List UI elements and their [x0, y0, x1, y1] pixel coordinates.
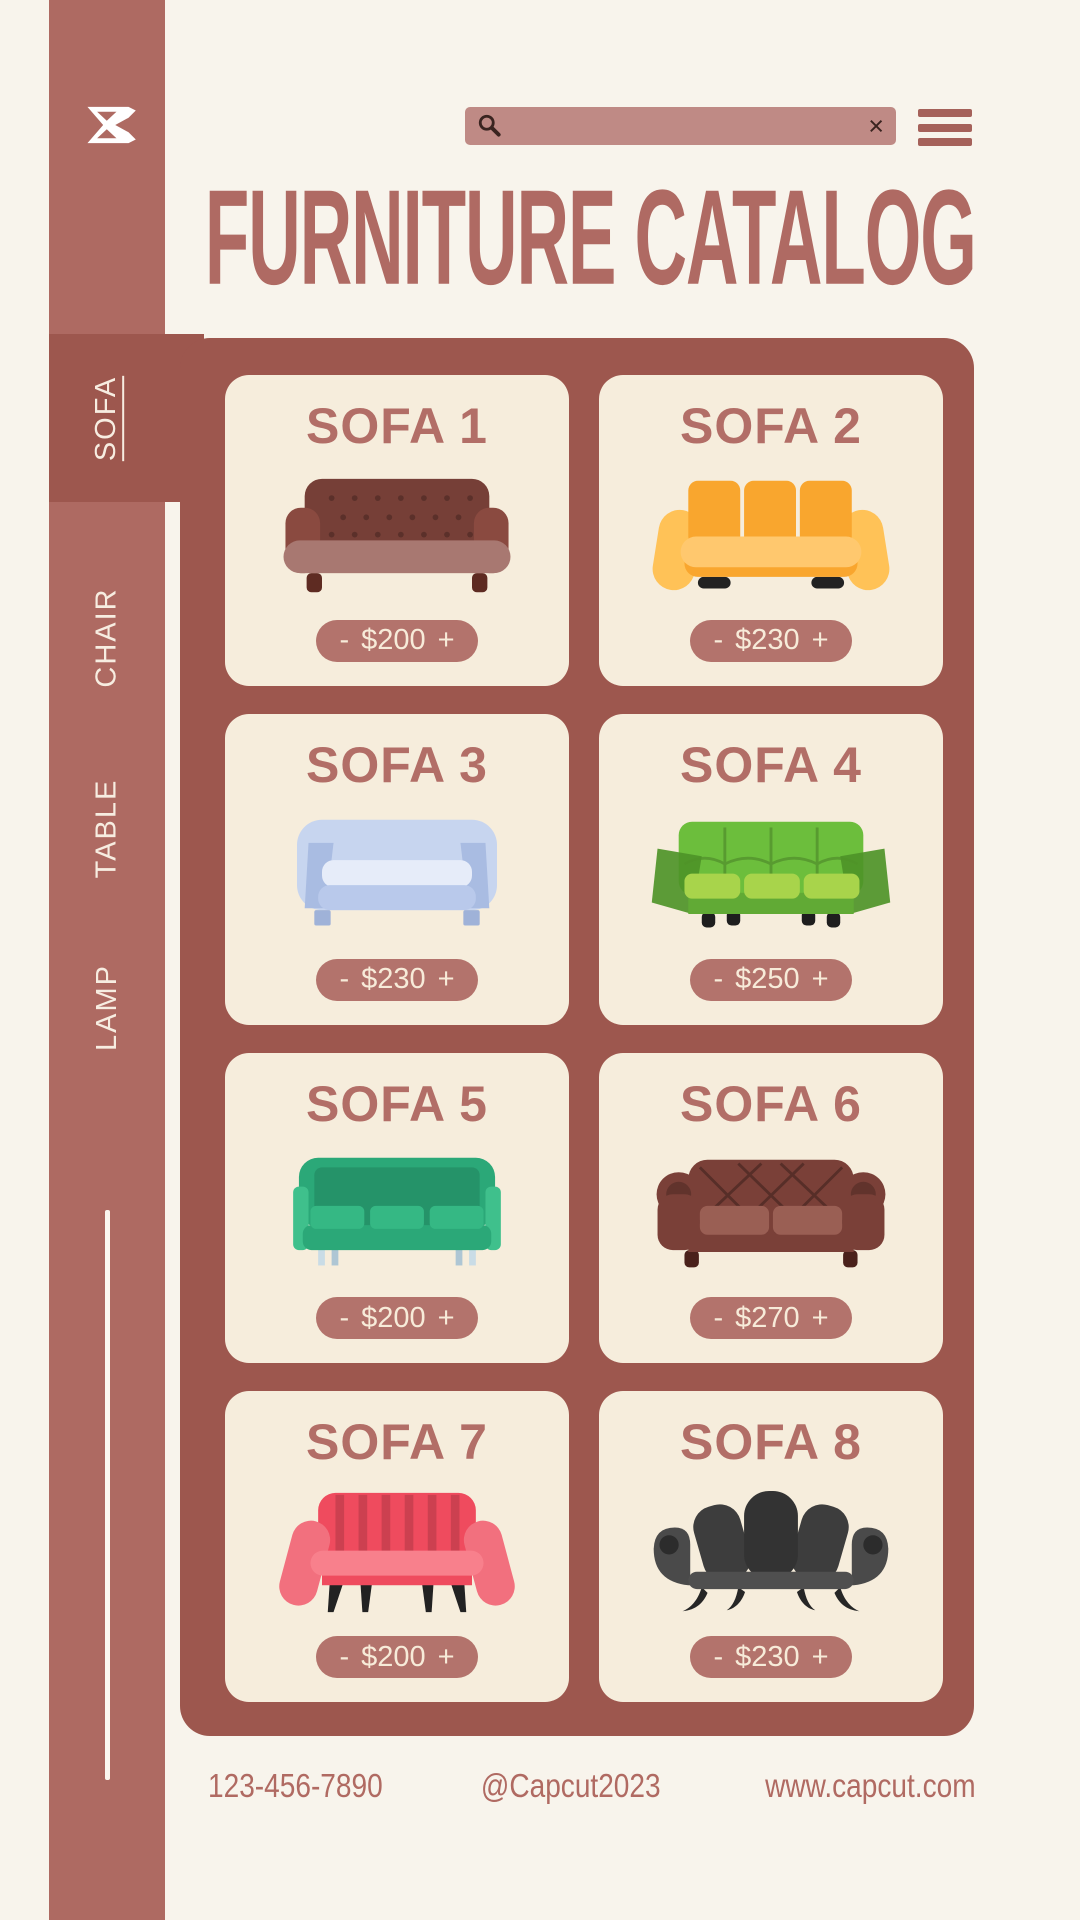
- capcut-logo-icon: [87, 106, 136, 144]
- increase-button[interactable]: +: [811, 624, 829, 657]
- search-clear-icon[interactable]: ×: [868, 111, 884, 141]
- sofa-7-illustration: [279, 1493, 515, 1613]
- increase-button[interactable]: +: [811, 1301, 829, 1334]
- increase-button[interactable]: +: [437, 624, 455, 657]
- price-stepper[interactable]: - $200 +: [316, 619, 478, 662]
- product-card-sofa-5[interactable]: SOFA 5 -: [225, 1052, 569, 1364]
- sofa-5-illustration: [293, 1158, 501, 1266]
- product-card-sofa-4[interactable]: SOFA 4: [599, 713, 943, 1025]
- price-value: $270: [735, 1301, 800, 1334]
- price-stepper[interactable]: - $230 +: [316, 958, 478, 1001]
- sofa-6-illustration: [656, 1160, 886, 1268]
- sidebar-item-lamp[interactable]: LAMP: [49, 927, 165, 1087]
- price-value: $230: [735, 1640, 800, 1673]
- search-icon: [478, 114, 501, 137]
- product-title: SOFA 1: [306, 398, 488, 454]
- price-stepper[interactable]: - $270 +: [690, 1297, 852, 1340]
- footer-phone: 123-456-7890: [208, 1767, 383, 1804]
- price-value: $250: [735, 963, 800, 995]
- product-card-sofa-7[interactable]: SOFA 7: [225, 1391, 569, 1702]
- tab-sofa-background: [49, 334, 204, 502]
- product-card-sofa-1[interactable]: SOFA 1: [225, 375, 569, 686]
- decrease-button[interactable]: -: [339, 624, 350, 657]
- menu-bar: [918, 109, 972, 117]
- sidebar-item-chair[interactable]: CHAIR: [49, 557, 165, 717]
- catalog-panel: SOFA 1: [180, 338, 974, 1736]
- decrease-button[interactable]: -: [339, 963, 350, 995]
- increase-button[interactable]: +: [437, 1301, 455, 1334]
- increase-button[interactable]: +: [811, 963, 829, 995]
- increase-button[interactable]: +: [437, 1640, 455, 1673]
- price-value: $200: [361, 1640, 426, 1673]
- price-value: $200: [361, 1301, 426, 1334]
- product-title: SOFA 2: [680, 398, 862, 454]
- sidebar-item-table[interactable]: TABLE: [49, 748, 165, 908]
- product-card-sofa-2[interactable]: SOFA 2 - $230 +: [599, 375, 943, 686]
- sidebar-item-sofa[interactable]: SOFA: [49, 334, 165, 502]
- page-title-text: FURNITURE CATALOG: [204, 161, 977, 313]
- sidebar-item-lamp-label: LAMP: [90, 963, 123, 1051]
- menu-bar: [918, 123, 972, 132]
- price-stepper[interactable]: - $230 +: [690, 619, 852, 662]
- footer: 123-456-7890 @Capcut2023 www.capcut.com: [180, 1758, 976, 1814]
- product-title: SOFA 7: [306, 1414, 488, 1471]
- product-card-sofa-8[interactable]: SOFA 8 -: [599, 1391, 943, 1702]
- sidebar-item-table-label: TABLE: [90, 778, 123, 878]
- sofa-2-illustration: [652, 480, 890, 591]
- price-value: $230: [735, 624, 800, 657]
- price-stepper[interactable]: - $250 +: [690, 958, 852, 1001]
- product-title: SOFA 3: [306, 736, 488, 793]
- price-value: $200: [361, 624, 426, 657]
- price-value: $230: [361, 963, 426, 995]
- product-title: SOFA 6: [680, 1075, 862, 1132]
- sofa-8-illustration: [653, 1491, 889, 1612]
- footer-website: www.capcut.com: [765, 1767, 976, 1804]
- menu-bar: [918, 138, 972, 146]
- product-title: SOFA 8: [680, 1414, 862, 1471]
- footer-handle: @Capcut2023: [481, 1767, 661, 1804]
- increase-button[interactable]: +: [811, 1640, 829, 1673]
- product-card-sofa-3[interactable]: SOFA 3 - $230 +: [225, 713, 569, 1025]
- search-bar: ×: [465, 107, 896, 145]
- sofa-3-illustration: [297, 819, 497, 926]
- decrease-button[interactable]: -: [339, 1301, 350, 1334]
- search-input[interactable]: [503, 107, 869, 145]
- price-stepper[interactable]: - $200 +: [316, 1636, 478, 1678]
- sofa-4-illustration: [651, 821, 891, 928]
- page-title: FURNITURE CATALOG: [110, 169, 1070, 304]
- price-stepper[interactable]: - $200 +: [316, 1297, 478, 1340]
- sofa-1-illustration: [283, 478, 511, 593]
- sidebar-item-sofa-label: SOFA: [90, 375, 123, 461]
- menu-button[interactable]: [918, 109, 972, 146]
- product-title: SOFA 5: [306, 1075, 488, 1132]
- price-stepper[interactable]: - $230 +: [690, 1636, 852, 1678]
- product-title: SOFA 4: [680, 736, 862, 793]
- decrease-button[interactable]: -: [713, 624, 724, 657]
- sidebar-divider-line: [105, 1210, 110, 1780]
- sidebar-item-chair-label: CHAIR: [90, 586, 123, 688]
- decrease-button[interactable]: -: [713, 1301, 724, 1334]
- decrease-button[interactable]: -: [713, 1640, 724, 1673]
- increase-button[interactable]: +: [437, 963, 455, 995]
- decrease-button[interactable]: -: [339, 1640, 350, 1673]
- decrease-button[interactable]: -: [713, 963, 724, 995]
- product-card-sofa-6[interactable]: SOFA 6: [599, 1052, 943, 1364]
